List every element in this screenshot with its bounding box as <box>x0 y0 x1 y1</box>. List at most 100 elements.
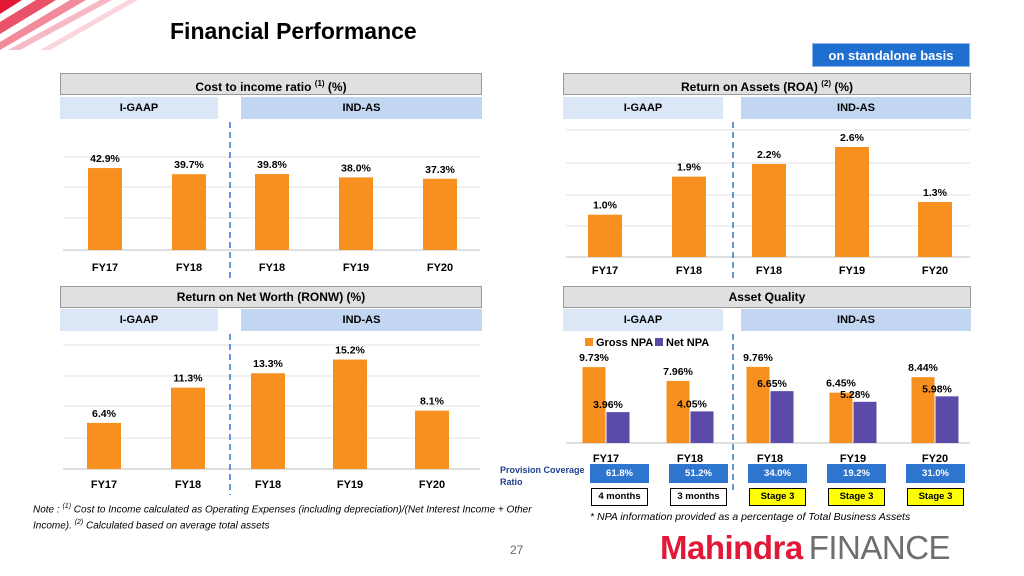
pcr-value: 61.8% <box>590 464 649 483</box>
legend-label-gross-npa: Gross NPA <box>596 337 653 349</box>
roa-data-label: 1.9% <box>677 162 702 174</box>
cost-tick-label: FY17 <box>92 262 118 274</box>
ronw-igaap-band: I-GAAP <box>60 309 218 331</box>
ronw-tick-label: FY17 <box>91 479 117 491</box>
aq-bar-gross-npa <box>829 392 853 443</box>
roa-heading-suffix: (%) <box>831 80 854 94</box>
cost-tick-label: FY19 <box>343 262 369 274</box>
aq-data-label: 5.28% <box>840 389 870 401</box>
aq-bar-net-npa <box>935 396 959 443</box>
roa-tick-label: FY17 <box>592 265 618 277</box>
logo-brand: Mahindra <box>660 529 803 566</box>
ronw-bar <box>87 422 121 469</box>
page-number: 27 <box>510 543 524 557</box>
roa-indas-band: IND-AS <box>741 97 971 119</box>
roa-data-label: 1.0% <box>593 200 618 212</box>
aq-bar-net-npa <box>770 391 794 443</box>
cost-data-label: 42.9% <box>90 153 120 165</box>
aq-bar-gross-npa <box>746 366 770 443</box>
roa-igaap-band: I-GAAP <box>563 97 723 119</box>
ronw-tick-label: FY18 <box>255 479 281 491</box>
ronw-bar <box>251 373 285 469</box>
aq-data-label: 5.98% <box>922 383 952 395</box>
cost-data-label: 37.3% <box>425 164 455 176</box>
cost-bar <box>172 174 206 250</box>
ronw-data-label: 11.3% <box>173 373 203 385</box>
legend-label-net-npa: Net NPA <box>666 337 709 349</box>
roa-data-label: 2.2% <box>757 149 782 161</box>
aq-igaap-band: I-GAAP <box>563 309 723 331</box>
roa-heading-sup: (2) <box>821 79 832 88</box>
npa-footnote: * NPA information provided as a percenta… <box>590 511 911 523</box>
cost-tick-label: FY20 <box>427 262 453 274</box>
cost-tick-label: FY18 <box>259 262 285 274</box>
cost-bar <box>339 177 373 250</box>
cost-heading-sup: (1) <box>314 79 325 88</box>
ronw-tick-label: FY20 <box>419 479 445 491</box>
aq-tick-label: FY18 <box>757 453 783 465</box>
ronw-data-label: 8.1% <box>420 396 445 408</box>
aq-bar-net-npa <box>690 411 714 443</box>
cost-heading-text: Cost to income ratio <box>195 80 312 94</box>
aq-tick-label: FY19 <box>840 453 866 465</box>
pcr-value: 31.0% <box>906 464 965 483</box>
ronw-heading: Return on Net Worth (RONW) (%) <box>60 286 482 308</box>
roa-tick-label: FY18 <box>676 265 702 277</box>
cost-data-label: 38.0% <box>341 162 371 174</box>
ronw-bar <box>333 359 367 469</box>
cost-igaap-band: I-GAAP <box>60 97 218 119</box>
aq-bar-gross-npa <box>911 377 935 443</box>
pcr-value: 19.2% <box>827 464 886 483</box>
roa-tick-label: FY19 <box>839 265 865 277</box>
roa-data-label: 2.6% <box>840 132 865 144</box>
logo-division: FINANCE <box>808 529 951 566</box>
ronw-indas-band: IND-AS <box>241 309 482 331</box>
roa-heading-text: Return on Assets (ROA) <box>680 80 818 94</box>
roa-data-label: 1.3% <box>923 187 948 199</box>
ronw-data-label: 13.3% <box>253 358 283 370</box>
aq-data-label: 7.96% <box>663 366 693 378</box>
cost-heading-suffix: (%) <box>324 80 347 94</box>
aq-bar-net-npa <box>606 412 630 443</box>
roa-bar <box>835 147 869 257</box>
basis-badge: on standalone basis <box>812 43 970 67</box>
provision-coverage-label: Provision Coverage Ratio <box>500 465 585 487</box>
roa-heading: Return on Assets (ROA) (2) (%) <box>563 73 971 95</box>
note-sup2: (2) <box>74 519 84 527</box>
cost-data-label: 39.7% <box>174 159 204 171</box>
aq-bar-gross-npa <box>666 380 690 443</box>
aq-tick-label: FY18 <box>677 453 703 465</box>
cost-bar <box>255 173 289 250</box>
roa-bar <box>918 202 952 257</box>
aq-data-label: 4.05% <box>677 398 707 410</box>
cost-bar <box>423 178 457 250</box>
cost-indas-band: IND-AS <box>241 97 482 119</box>
ronw-bar <box>415 410 449 469</box>
cost-bar <box>88 168 122 250</box>
aq-data-label: 6.65% <box>757 378 787 390</box>
note-text1: Cost to Income calculated as Operating E… <box>33 504 532 532</box>
npa-recognition-cell: 3 months <box>670 488 727 506</box>
npa-recognition-cell: Stage 3 <box>749 488 806 506</box>
page-title: Financial Performance <box>170 18 417 44</box>
npa-recognition-cell: 4 months <box>591 488 648 506</box>
aq-data-label: 6.45% <box>826 378 856 390</box>
roa-bar <box>672 176 706 257</box>
pcr-value: 51.2% <box>669 464 728 483</box>
note-prefix: Note : <box>33 504 63 516</box>
legend-swatch-net-npa <box>655 338 663 346</box>
company-logo: Mahindra FINANCE <box>660 529 951 566</box>
ronw-bar <box>171 387 205 469</box>
roa-bar <box>588 214 622 257</box>
ronw-tick-label: FY19 <box>337 479 363 491</box>
cost-data-label: 39.8% <box>257 159 287 171</box>
asset-quality-heading: Asset Quality <box>563 286 971 308</box>
aq-data-label: 9.76% <box>743 352 773 364</box>
npa-recognition-cell: Stage 3 <box>828 488 885 506</box>
note-text2: Calculated based on average total assets <box>83 520 270 532</box>
aq-bar-gross-npa <box>582 367 606 443</box>
roa-tick-label: FY20 <box>922 265 948 277</box>
roa-tick-label: FY18 <box>756 265 782 277</box>
pcr-value: 34.0% <box>748 464 807 483</box>
